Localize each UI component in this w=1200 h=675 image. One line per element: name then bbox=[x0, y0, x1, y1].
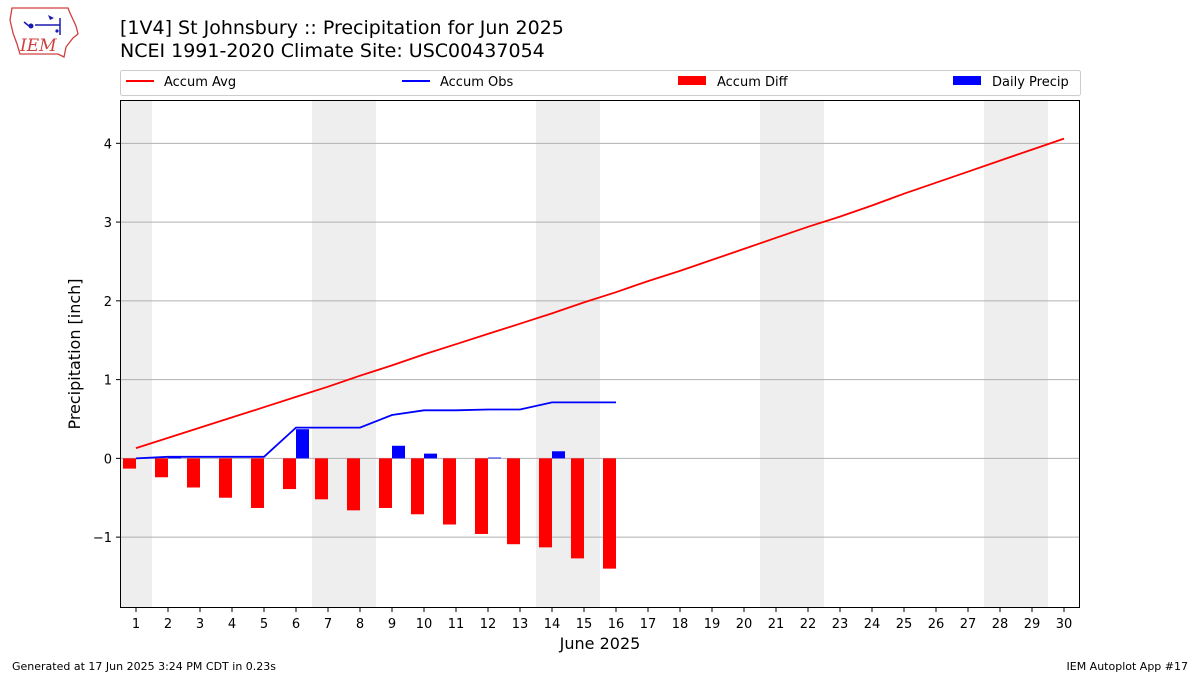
x-tick-label: 20 bbox=[736, 617, 753, 632]
x-tick-label: 9 bbox=[388, 617, 396, 632]
daily-precip-bar bbox=[552, 451, 565, 459]
daily-precip-bar bbox=[424, 453, 437, 459]
lines bbox=[135, 137, 1065, 460]
y-tick-label: 2 bbox=[104, 295, 112, 310]
accum-diff-bar bbox=[539, 458, 552, 548]
accum-diff-bar bbox=[123, 458, 136, 469]
x-tick-label: 30 bbox=[1056, 617, 1073, 632]
x-tick-label: 7 bbox=[324, 617, 332, 632]
accum-diff-bar bbox=[315, 458, 328, 500]
x-tick-label: 23 bbox=[832, 617, 849, 632]
logo-text: IEM bbox=[19, 36, 57, 56]
x-tick-label: 3 bbox=[196, 617, 204, 632]
accum-obs-line bbox=[135, 401, 616, 460]
accum-diff-bar bbox=[507, 458, 520, 545]
accum-diff-bar bbox=[475, 458, 488, 534]
accum-diff-bar bbox=[251, 458, 264, 508]
x-tick-label: 10 bbox=[416, 617, 433, 632]
x-tick-label: 19 bbox=[704, 617, 721, 632]
x-tick-label: 12 bbox=[480, 617, 497, 632]
autoplot-app-label: IEM Autoplot App #17 bbox=[1066, 660, 1189, 673]
x-tick-label: 24 bbox=[864, 617, 881, 632]
accum-diff-bar bbox=[603, 458, 616, 569]
legend-swatch-accum-diff bbox=[678, 76, 706, 85]
x-tick-label: 4 bbox=[228, 617, 236, 632]
x-tick-label: 13 bbox=[512, 617, 529, 632]
generated-timestamp: Generated at 17 Jun 2025 3:24 PM CDT in … bbox=[12, 660, 277, 673]
weekend-shading bbox=[120, 100, 1048, 608]
x-tick-label: 6 bbox=[292, 617, 300, 632]
weekend-shade-band bbox=[984, 100, 1048, 608]
daily-precip-bar bbox=[488, 457, 501, 459]
accum-diff-bar bbox=[219, 458, 232, 498]
daily-precip-bar bbox=[296, 429, 309, 459]
legend-swatch-daily-precip bbox=[953, 76, 981, 85]
y-tick-label: 1 bbox=[104, 374, 112, 389]
x-tick-label: 18 bbox=[672, 617, 689, 632]
y-axis-ticks: −1 0 1 2 3 4 bbox=[93, 137, 120, 546]
accum-diff-bar bbox=[283, 458, 296, 490]
x-tick-label: 1 bbox=[132, 617, 140, 632]
iem-logo: IEM bbox=[9, 7, 79, 58]
x-tick-label: 5 bbox=[260, 617, 268, 632]
x-tick-label: 26 bbox=[928, 617, 945, 632]
x-tick-label: 14 bbox=[544, 617, 561, 632]
accum-diff-bar bbox=[155, 458, 168, 478]
gridlines bbox=[120, 142, 1080, 538]
y-tick-label: 4 bbox=[104, 137, 112, 152]
x-tick-label: 22 bbox=[800, 617, 817, 632]
bars bbox=[123, 429, 616, 569]
legend-label-accum-avg: Accum Avg bbox=[164, 75, 236, 90]
x-tick-label: 16 bbox=[608, 617, 625, 632]
legend-label-accum-obs: Accum Obs bbox=[440, 75, 513, 90]
x-tick-label: 25 bbox=[896, 617, 913, 632]
x-axis-label: June 2025 bbox=[559, 634, 641, 653]
x-tick-label: 27 bbox=[960, 617, 977, 632]
x-tick-label: 8 bbox=[356, 617, 364, 632]
legend: Accum Avg Accum Obs Accum Diff Daily Pre… bbox=[120, 70, 1081, 96]
x-tick-label: 28 bbox=[992, 617, 1009, 632]
daily-precip-bar bbox=[392, 445, 405, 459]
weekend-shade-band bbox=[312, 100, 376, 608]
x-tick-label: 15 bbox=[576, 617, 593, 632]
accum-diff-bar bbox=[187, 458, 200, 488]
accum-diff-bar bbox=[443, 458, 456, 525]
accum-diff-bar bbox=[347, 458, 360, 511]
chart-title: [1V4] St Johnsbury :: Precipitation for … bbox=[120, 17, 564, 39]
x-axis-ticks: 1 2 3 4 5 6 7 8 9 10 11 12 13 14 15 16 17 18 19 20 21 22 23 24 2… bbox=[132, 608, 1072, 632]
accum-diff-bar bbox=[379, 458, 392, 508]
accum-avg-line bbox=[135, 137, 1065, 449]
chart-subtitle: NCEI 1991-2020 Climate Site: USC00437054 bbox=[120, 40, 545, 62]
y-axis-label: Precipitation [inch] bbox=[65, 278, 84, 429]
weekend-shade-band bbox=[760, 100, 824, 608]
legend-label-daily-precip: Daily Precip bbox=[992, 75, 1069, 90]
x-tick-label: 17 bbox=[640, 617, 657, 632]
accum-diff-bar bbox=[571, 458, 584, 559]
accum-diff-bar bbox=[411, 458, 424, 515]
x-tick-label: 29 bbox=[1024, 617, 1041, 632]
y-tick-label: 3 bbox=[104, 216, 112, 231]
x-tick-label: 21 bbox=[768, 617, 785, 632]
x-tick-label: 11 bbox=[448, 617, 465, 632]
legend-label-accum-diff: Accum Diff bbox=[717, 75, 789, 90]
x-tick-label: 2 bbox=[164, 617, 172, 632]
plot-frame bbox=[120, 100, 1080, 608]
y-tick-label: −1 bbox=[93, 531, 112, 546]
y-tick-label: 0 bbox=[104, 452, 112, 467]
weekend-shade-band bbox=[120, 100, 152, 608]
